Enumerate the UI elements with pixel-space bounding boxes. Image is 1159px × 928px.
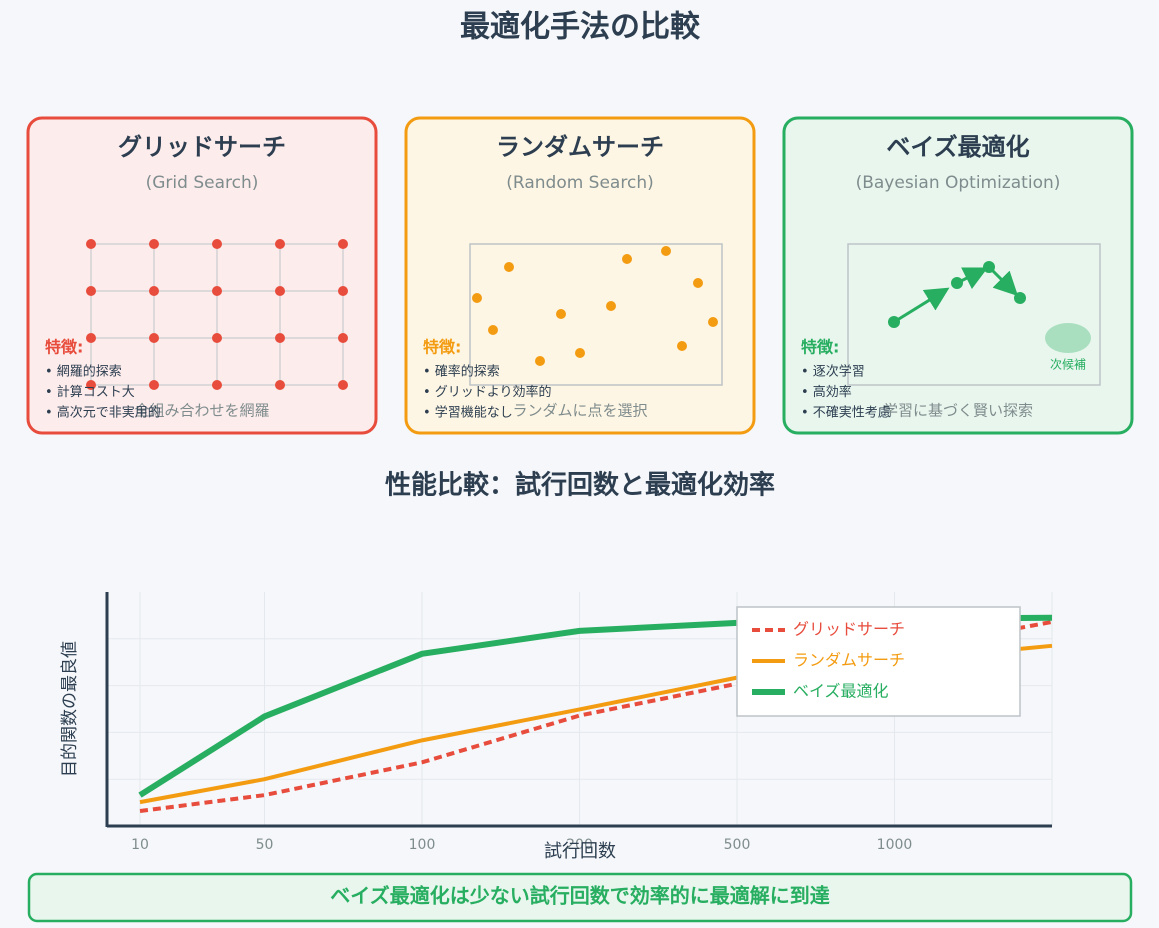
- sample-point: [275, 333, 285, 343]
- sample-point: [86, 380, 96, 390]
- sample-point: [472, 293, 482, 303]
- sample-point: [556, 309, 566, 319]
- card-subtitle: (Random Search): [506, 173, 653, 193]
- sample-point: [504, 262, 514, 272]
- x-tick-label: 1000: [877, 837, 913, 853]
- sample-point: [86, 333, 96, 343]
- card-caption: ランダムに点を選択: [512, 402, 647, 420]
- sample-point: [212, 286, 222, 296]
- card-title: グリッドサーチ: [118, 133, 286, 161]
- card: [782, 116, 1134, 435]
- sample-point: [275, 286, 285, 296]
- sample-point: [338, 333, 348, 343]
- sample-point: [212, 239, 222, 249]
- conclusion-box: [27, 872, 1133, 923]
- feature-item: • 計算コスト大: [45, 384, 135, 400]
- card-caption: 学習に基づく賢い探索: [883, 402, 1033, 420]
- card-subtitle: (Bayesian Optimization): [856, 173, 1061, 193]
- sample-point: [888, 316, 900, 328]
- chart-title: 性能比較：試行回数と最適化効率: [385, 470, 775, 501]
- feature-item: • 確率的探索: [423, 364, 500, 380]
- candidate-label: 次候補: [1050, 358, 1086, 372]
- sample-point: [275, 239, 285, 249]
- search-space: [847, 243, 1101, 386]
- card-caption: 全組み合わせを網羅: [134, 402, 269, 420]
- feature-item: • 学習機能なし: [423, 405, 513, 421]
- x-tick-label: 100: [409, 837, 436, 853]
- feature-item: • 不確実性考慮: [801, 405, 891, 421]
- sample-point: [149, 380, 159, 390]
- sample-point: [149, 239, 159, 249]
- features-label: 特徴:: [45, 338, 83, 357]
- sample-point: [1014, 292, 1026, 304]
- sample-point: [622, 254, 632, 264]
- features-label: 特徴:: [423, 338, 461, 357]
- sample-point: [338, 380, 348, 390]
- x-tick-label: 500: [724, 837, 751, 853]
- sample-point: [86, 239, 96, 249]
- sample-point: [338, 239, 348, 249]
- card-title: ランダムサーチ: [496, 133, 664, 161]
- sample-point: [606, 301, 616, 311]
- card: [26, 116, 378, 435]
- sample-point: [338, 286, 348, 296]
- card: [404, 116, 756, 435]
- card-title: ベイズ最適化: [886, 133, 1029, 161]
- sample-point: [983, 261, 995, 273]
- search-space: [469, 243, 723, 386]
- conclusion-text: ベイズ最適化は少ない試行回数で効率的に最適解に到達: [330, 884, 829, 908]
- features-label: 特徴:: [801, 338, 839, 357]
- legend-label: グリッドサーチ: [793, 620, 905, 639]
- sample-point: [661, 246, 671, 256]
- search-arrow: [893, 287, 950, 324]
- sample-point: [575, 348, 585, 358]
- x-axis-label: 試行回数: [544, 841, 616, 862]
- sample-point: [149, 286, 159, 296]
- legend-label: ランダムサーチ: [793, 651, 905, 670]
- feature-item: • 高効率: [801, 384, 852, 400]
- y-axis-label: 目的関数の最良値: [60, 641, 80, 777]
- sample-point: [212, 333, 222, 343]
- sample-point: [488, 325, 498, 335]
- sample-point: [677, 341, 687, 351]
- x-tick-label: 200: [566, 837, 593, 853]
- sample-point: [275, 380, 285, 390]
- feature-item: • 逐次学習: [801, 364, 865, 380]
- legend-label: ベイズ最適化: [793, 682, 889, 701]
- sample-point: [149, 333, 159, 343]
- feature-item: • 網羅的探索: [45, 364, 122, 380]
- x-tick-label: 50: [256, 837, 274, 853]
- candidate-region: [1045, 323, 1091, 353]
- card-subtitle: (Grid Search): [146, 173, 259, 193]
- sample-point: [86, 286, 96, 296]
- sample-point: [951, 277, 963, 289]
- sample-point: [693, 278, 703, 288]
- x-tick-label: 10: [131, 837, 149, 853]
- feature-item: • グリッドより効率的: [423, 384, 552, 400]
- page-title: 最適化手法の比較: [460, 10, 701, 45]
- sample-point: [708, 317, 718, 327]
- sample-point: [535, 356, 545, 366]
- feature-item: • 高次元で非実用的: [45, 405, 161, 421]
- sample-point: [212, 380, 222, 390]
